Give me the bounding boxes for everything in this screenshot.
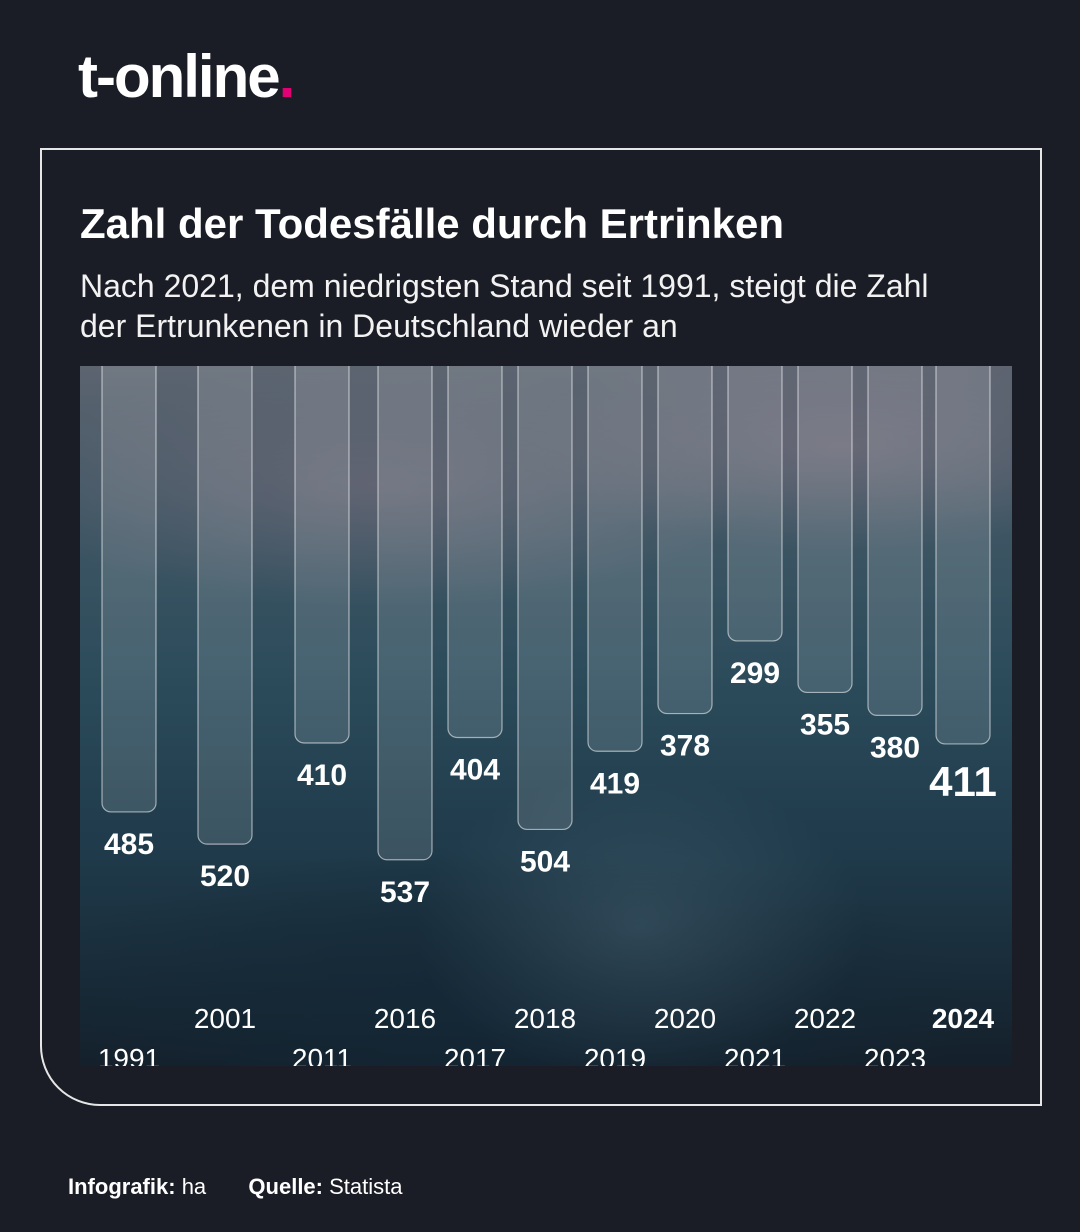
value-label-2020: 378 bbox=[660, 730, 710, 763]
credit-label: Infografik: bbox=[68, 1174, 176, 1199]
bar-2023 bbox=[867, 366, 923, 717]
bar-2019 bbox=[587, 366, 643, 752]
year-label-2016: 2016 bbox=[374, 1003, 436, 1034]
bar-2022 bbox=[797, 366, 853, 694]
source-value: Statista bbox=[329, 1174, 403, 1199]
value-label-2001: 520 bbox=[200, 860, 250, 893]
value-label-2018: 504 bbox=[520, 845, 570, 878]
year-label-2017: 2017 bbox=[444, 1043, 506, 1066]
brand-logo: t-online. bbox=[78, 42, 296, 112]
bar-chart: 485 1991 520 2001 410 2011 537 2016 404 2017 504 20… bbox=[98, 366, 997, 1066]
year-label-2022: 2022 bbox=[794, 1003, 856, 1034]
year-label-2023: 2023 bbox=[864, 1043, 926, 1066]
year-label-2018: 2018 bbox=[514, 1003, 576, 1034]
value-label-2021: 299 bbox=[730, 657, 780, 690]
year-label-2011: 2011 bbox=[292, 1043, 352, 1066]
chart-title: Zahl der Todesfälle durch Ertrinken bbox=[80, 200, 785, 247]
bar-2011 bbox=[294, 366, 350, 744]
chart-card bbox=[40, 148, 1042, 1106]
value-label-2019: 419 bbox=[590, 767, 640, 800]
value-label-2022: 355 bbox=[800, 708, 850, 741]
year-label-2019: 2019 bbox=[584, 1043, 646, 1066]
bar-2024 bbox=[935, 366, 991, 745]
source-label: Quelle: bbox=[248, 1174, 323, 1199]
bar-2001 bbox=[197, 366, 253, 845]
bar-2020 bbox=[657, 366, 713, 715]
footer: Infografik: ha Quelle: Statista bbox=[68, 1174, 403, 1200]
year-label-1991: 1991 bbox=[98, 1043, 160, 1066]
value-label-2017: 404 bbox=[450, 753, 500, 786]
bar-2017 bbox=[447, 366, 503, 739]
bar-1991 bbox=[101, 366, 157, 813]
value-label-2024: 411 bbox=[929, 758, 997, 805]
bar-2018 bbox=[517, 366, 573, 831]
year-label-2020: 2020 bbox=[654, 1003, 716, 1034]
year-label-2021: 2021 bbox=[724, 1043, 786, 1066]
credit-value: ha bbox=[181, 1174, 207, 1199]
year-label-2001: 2001 bbox=[194, 1003, 256, 1034]
chart-plot-area: 485 1991 520 2001 410 2011 537 2016 404 2017 504 20… bbox=[80, 366, 1012, 1066]
value-label-2011: 410 bbox=[297, 759, 347, 792]
value-label-1991: 485 bbox=[104, 828, 154, 861]
value-label-2016: 537 bbox=[380, 876, 430, 909]
value-label-2023: 380 bbox=[870, 731, 920, 764]
logo-dot: . bbox=[278, 43, 296, 110]
chart-subtitle: Nach 2021, dem niedrigsten Stand seit 19… bbox=[80, 268, 929, 344]
year-label-2024: 2024 bbox=[932, 1003, 995, 1034]
bar-2021 bbox=[727, 366, 783, 642]
logo-text: t-online bbox=[78, 43, 281, 110]
bar-2016 bbox=[377, 366, 433, 861]
